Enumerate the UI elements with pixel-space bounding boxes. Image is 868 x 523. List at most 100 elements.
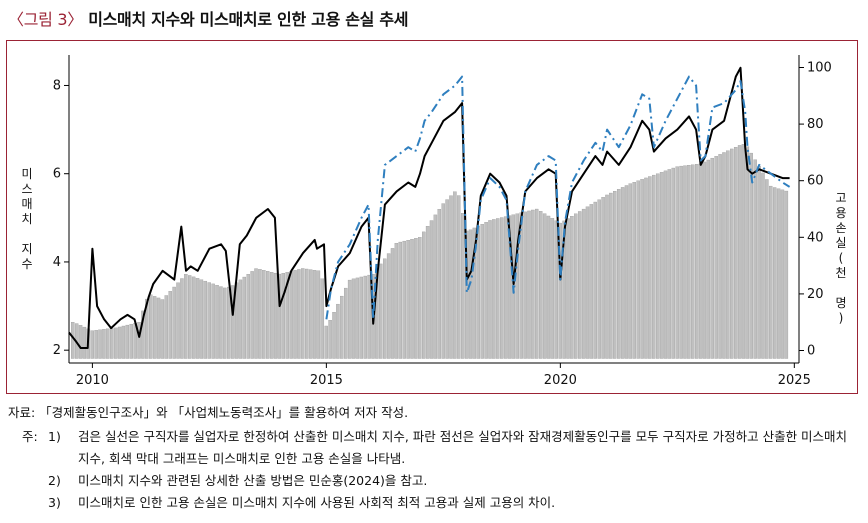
bar [164, 295, 169, 359]
bar [772, 187, 777, 359]
bar [297, 269, 301, 359]
bar [219, 286, 223, 359]
bar [761, 172, 765, 359]
bar [102, 329, 106, 359]
bar [609, 192, 613, 359]
bar [121, 325, 126, 359]
bar [531, 209, 535, 359]
note-number: 1) [48, 429, 61, 444]
bar [726, 150, 730, 359]
bar [659, 172, 664, 359]
note-item: 3) 미스매치로 인한 고용 손실은 미스매치 지수에 사용된 사회적 최적 고… [8, 492, 860, 514]
bar [215, 285, 219, 359]
bar [238, 279, 243, 359]
bar [160, 299, 165, 359]
bar [386, 253, 391, 359]
bar [616, 189, 621, 359]
bar [382, 258, 387, 359]
bar [503, 216, 508, 359]
bar [535, 208, 539, 359]
bar [667, 169, 672, 359]
bar [129, 323, 133, 359]
bar [546, 215, 551, 359]
y-tick-label-left: 6 [53, 167, 61, 182]
bar [570, 216, 574, 359]
bar [363, 275, 367, 359]
bar [441, 203, 445, 359]
bar [414, 238, 418, 359]
bar [421, 231, 426, 359]
bar [230, 285, 235, 359]
bar [262, 270, 266, 359]
bar [113, 327, 118, 359]
bar [460, 213, 465, 359]
bar [597, 199, 601, 359]
bar [628, 183, 633, 359]
y-tick-label-right: 100 [807, 60, 832, 75]
bar [343, 287, 348, 359]
bar [722, 152, 726, 359]
bar [90, 330, 94, 359]
bar [745, 146, 750, 359]
bar [394, 243, 399, 359]
bar [558, 222, 562, 359]
bar [425, 226, 430, 359]
bar [753, 159, 757, 359]
bar [242, 276, 247, 359]
bar [82, 326, 87, 359]
bar [277, 273, 282, 359]
bar [406, 240, 410, 359]
bar [312, 270, 317, 359]
bar [566, 218, 570, 359]
bar [207, 282, 211, 359]
bar [340, 295, 344, 359]
bar [223, 287, 227, 359]
bar [359, 276, 364, 359]
bar [601, 197, 605, 359]
bar [581, 208, 586, 359]
bar [168, 291, 172, 359]
bar [398, 241, 403, 359]
bar [351, 278, 356, 359]
bar [488, 220, 492, 359]
x-tick-label: 2015 [310, 373, 343, 388]
bar [737, 145, 742, 359]
bar [687, 165, 691, 359]
bar [655, 173, 660, 359]
bar [78, 325, 83, 359]
bar [156, 297, 161, 359]
notes-prefix: 주: [22, 429, 38, 444]
bar [250, 271, 254, 359]
note-text: 미스매치 지수와 관련된 상세한 산출 방법은 민순홍(2024)을 참고. [78, 473, 428, 488]
bar [472, 227, 477, 359]
bar [410, 239, 414, 359]
bar [741, 144, 746, 359]
note-text: 검은 실선은 구직자를 실업자로 한정하여 산출한 미스매치 지수, 파란 점선… [78, 429, 848, 466]
bar [457, 195, 461, 359]
bar [714, 156, 718, 359]
bar [776, 188, 781, 359]
note-item: 주: 1) 검은 실선은 구직자를 실업자로 한정하여 산출한 미스매치 지수,… [8, 426, 860, 470]
bar [706, 159, 711, 359]
bar [266, 271, 270, 359]
bar [355, 277, 360, 359]
bar [316, 270, 321, 359]
y-tick-label-right: 80 [807, 117, 824, 132]
bar [211, 283, 215, 359]
figure-title: 〈그림 3〉 미스매치 지수와 미스매치로 인한 고용 손실 추세 [8, 6, 409, 30]
bar [730, 148, 734, 359]
bar [336, 303, 340, 359]
bar [691, 164, 695, 359]
bar [199, 279, 204, 359]
bar [203, 280, 208, 359]
bar [480, 224, 484, 359]
bar [632, 182, 636, 359]
x-tick-label: 2010 [76, 373, 109, 388]
bar [683, 165, 687, 359]
bar [593, 201, 597, 359]
bar [254, 268, 258, 359]
bar [449, 195, 453, 359]
bar [98, 329, 102, 359]
